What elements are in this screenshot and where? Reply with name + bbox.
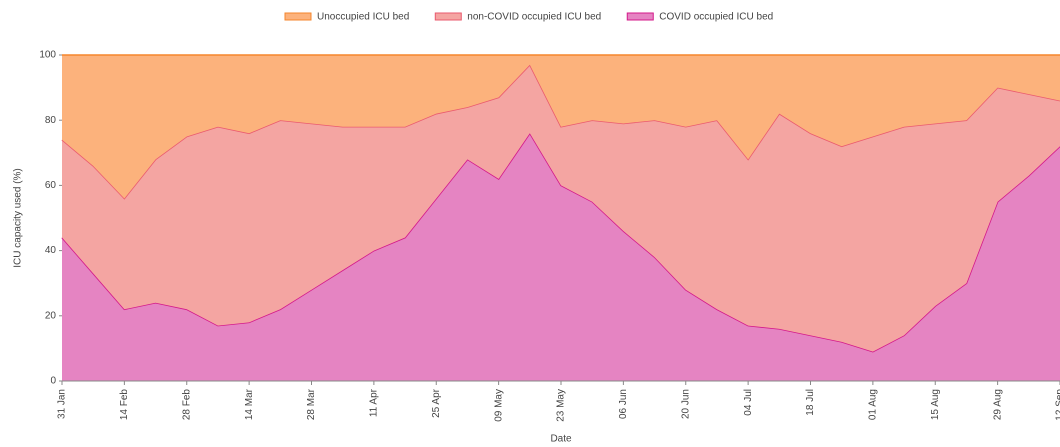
x-tick-label: 18 Jul xyxy=(805,389,816,416)
x-tick-label: 11 Apr xyxy=(369,388,380,417)
x-tick-label: 29 Aug xyxy=(992,389,1003,420)
x-tick-label: 20 Jun xyxy=(680,389,691,419)
legend-label: non-COVID occupied ICU bed xyxy=(467,12,601,23)
y-tick-label: 80 xyxy=(45,115,57,126)
legend-label: Unoccupied ICU bed xyxy=(317,12,409,23)
x-tick-label: 25 Apr xyxy=(431,388,442,418)
x-tick-label: 28 Mar xyxy=(306,388,317,420)
x-tick-label: 01 Aug xyxy=(868,389,879,420)
legend-swatch xyxy=(284,12,312,21)
legend-label: COVID occupied ICU bed xyxy=(659,12,773,23)
x-tick-label: 09 May xyxy=(493,389,504,422)
x-tick-label: 15 Aug xyxy=(930,389,941,420)
y-tick-label: 0 xyxy=(50,376,56,387)
y-tick-label: 40 xyxy=(45,245,57,256)
x-axis-label: Date xyxy=(550,434,572,445)
x-tick-label: 04 Jul xyxy=(743,389,754,416)
x-tick-label: 14 Feb xyxy=(119,389,130,421)
x-tick-label: 12 Sep xyxy=(1055,389,1060,421)
x-tick-label: 14 Mar xyxy=(244,388,255,420)
area xyxy=(62,64,1060,352)
legend-swatch xyxy=(626,12,654,21)
x-tick-label: 31 Jan xyxy=(57,389,68,419)
y-tick-label: 60 xyxy=(45,180,57,191)
y-tick-label: 20 xyxy=(45,310,57,321)
y-tick-label: 100 xyxy=(39,50,56,61)
area xyxy=(62,133,1060,381)
y-axis-label: ICU capacity used (%) xyxy=(13,168,24,267)
legend-swatch xyxy=(434,12,462,21)
x-tick-label: 23 May xyxy=(556,389,567,422)
area xyxy=(62,55,1060,199)
x-tick-label: 06 Jun xyxy=(618,389,629,419)
x-tick-label: 28 Feb xyxy=(181,389,192,421)
